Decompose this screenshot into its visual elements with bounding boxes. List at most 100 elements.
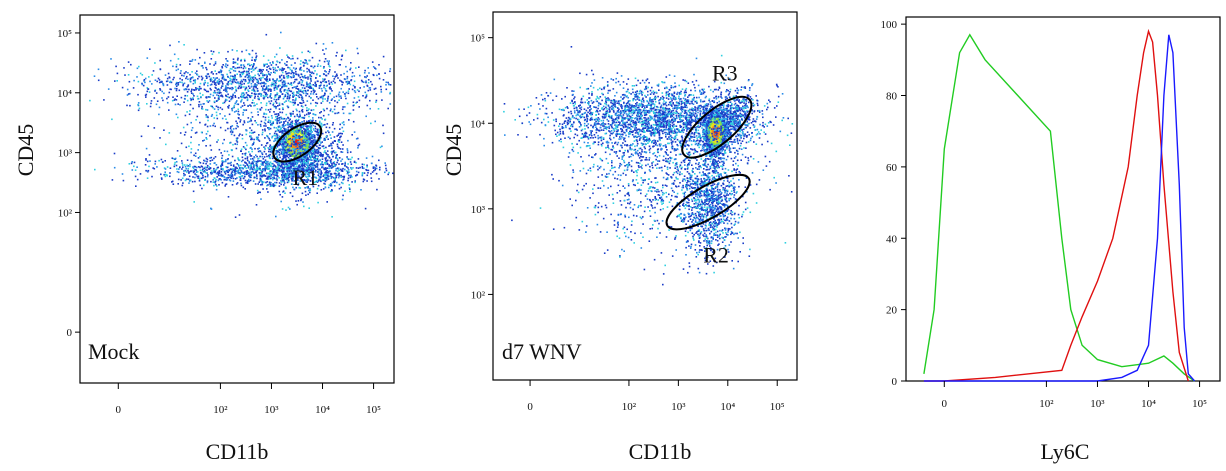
event-point [240, 106, 242, 109]
event-point [291, 70, 293, 72]
event-point [347, 82, 349, 84]
population-2 [94, 149, 394, 194]
event-point [282, 190, 285, 192]
event-point [232, 165, 235, 167]
event-point [266, 69, 268, 71]
event-point [285, 169, 288, 171]
event-point [278, 169, 281, 172]
event-point [307, 138, 309, 140]
event-point [302, 157, 304, 160]
event-point [310, 72, 313, 75]
event-point [291, 55, 294, 57]
event-point [359, 166, 361, 169]
event-point [228, 162, 231, 165]
event-point [146, 87, 149, 89]
event-point [273, 111, 275, 113]
event-point [309, 180, 312, 182]
event-point [320, 96, 323, 99]
event-point [261, 73, 264, 75]
event-point [163, 129, 165, 131]
event-point [255, 154, 257, 156]
event-point [231, 176, 233, 178]
event-point [268, 148, 270, 151]
event-point [146, 103, 148, 105]
event-point [249, 174, 252, 177]
event-point [242, 146, 245, 148]
event-point [231, 80, 233, 83]
event-point [220, 94, 223, 96]
event-point [287, 153, 290, 156]
event-point [283, 162, 286, 164]
event-point [260, 81, 263, 84]
event-point [233, 111, 236, 113]
event-point [253, 85, 256, 88]
event-point [317, 152, 319, 155]
event-point [313, 161, 316, 163]
event-point [301, 132, 304, 134]
event-point [141, 83, 144, 86]
event-point [285, 186, 287, 189]
event-point [301, 149, 304, 151]
event-point [303, 70, 305, 72]
event-point [232, 93, 234, 96]
event-point [293, 81, 296, 83]
event-point [248, 180, 251, 183]
event-point [249, 179, 252, 182]
event-point [190, 98, 193, 101]
event-point [303, 158, 306, 160]
event-point [331, 153, 333, 155]
event-point [198, 103, 200, 106]
event-point [304, 136, 307, 139]
event-point [361, 174, 364, 177]
event-point [255, 52, 257, 55]
event-point [321, 125, 323, 128]
event-point [389, 92, 391, 95]
event-point [254, 93, 256, 96]
event-point [339, 132, 342, 135]
event-point [357, 171, 360, 174]
event-point [240, 150, 242, 152]
event-point [230, 177, 233, 179]
event-point [283, 178, 286, 180]
event-point [255, 78, 258, 81]
event-point [349, 158, 352, 161]
event-point [300, 143, 303, 145]
event-point [213, 108, 216, 110]
event-point [137, 109, 140, 112]
event-point [183, 88, 185, 91]
event-point [183, 44, 185, 46]
event-point [346, 172, 349, 175]
event-point [322, 96, 324, 98]
event-point [212, 50, 215, 53]
event-point [207, 84, 209, 87]
event-point [255, 58, 257, 61]
event-point [291, 122, 293, 125]
event-point [319, 177, 322, 179]
event-point [200, 75, 203, 78]
event-point [199, 166, 201, 169]
event-point [307, 112, 310, 114]
event-point [182, 182, 184, 184]
event-point [330, 108, 332, 110]
event-point [207, 73, 210, 75]
event-point [221, 117, 224, 120]
event-point [312, 150, 315, 153]
event-point [248, 120, 251, 123]
event-point [301, 146, 304, 149]
event-point [293, 148, 295, 150]
event-point [227, 158, 229, 160]
event-point [248, 53, 251, 56]
event-point [343, 78, 346, 80]
event-point [259, 68, 262, 71]
event-point [281, 178, 283, 180]
event-point [278, 95, 280, 97]
event-point [322, 95, 325, 97]
event-point [263, 150, 266, 153]
event-point [265, 92, 268, 94]
event-point [346, 81, 349, 84]
event-point [250, 95, 253, 97]
event-point [257, 167, 259, 169]
event-point [331, 147, 333, 150]
event-point [300, 69, 303, 71]
event-point [247, 78, 250, 81]
